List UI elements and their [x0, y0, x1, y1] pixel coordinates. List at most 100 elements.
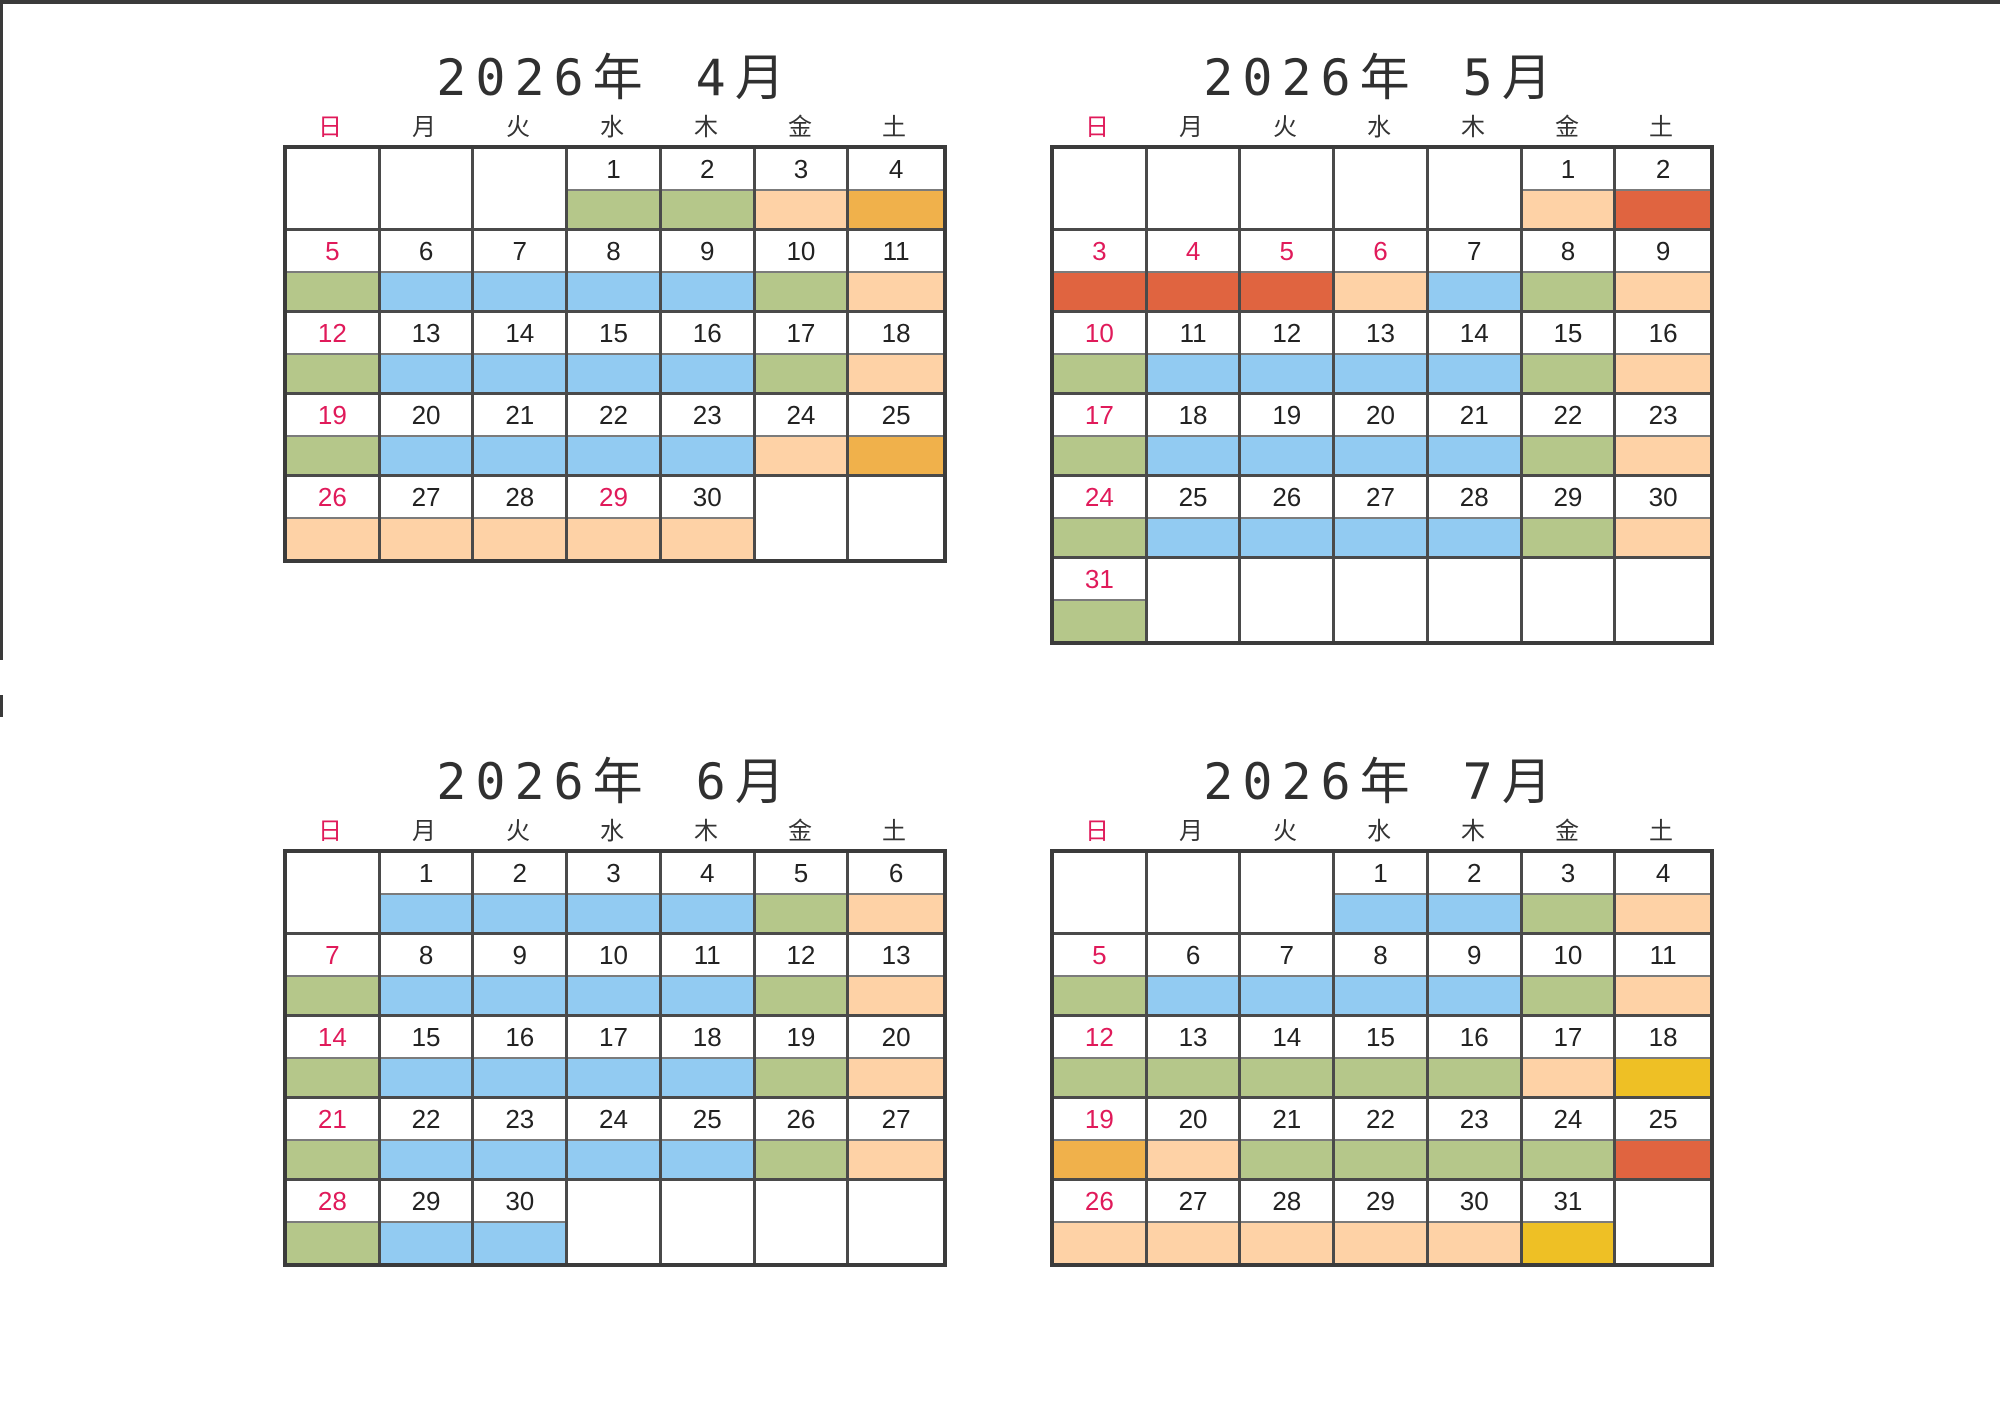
day-color-band: [568, 519, 659, 559]
day-color-band: [1335, 895, 1426, 932]
day-cell: 29: [380, 1181, 475, 1263]
day-number: 20: [380, 395, 472, 437]
day-cell: 12: [755, 935, 850, 1017]
day-number: 16: [661, 313, 753, 355]
day-number: 3: [568, 853, 659, 895]
weekday-header: 日月火水木金土: [283, 815, 943, 847]
day-number: 12: [1054, 1017, 1145, 1059]
day-color-band: [1428, 273, 1520, 310]
day-cell: 20: [380, 395, 475, 477]
day-number: 11: [849, 231, 943, 273]
day-cell: 26: [1054, 1181, 1148, 1263]
day-number: 11: [1147, 313, 1239, 355]
day-color-band: [1054, 1141, 1145, 1178]
day-color-band: [755, 191, 847, 228]
day-number: [287, 149, 378, 189]
day-color-band: [849, 191, 943, 228]
day-color-band: [1335, 437, 1426, 474]
day-number: 18: [1147, 395, 1239, 437]
day-cell: 17: [568, 1017, 662, 1099]
day-cell: 25: [849, 395, 943, 477]
day-color-band: [287, 1059, 378, 1096]
day-color-band: [849, 895, 943, 932]
day-cell: 20: [1147, 1099, 1242, 1181]
day-number: 20: [849, 1017, 943, 1059]
day-color-band: [568, 895, 659, 932]
day-cell: 21: [474, 395, 569, 477]
weekday-label: 火: [1273, 113, 1297, 141]
day-cell: 31: [1522, 1181, 1617, 1263]
day-color-band: [1054, 273, 1145, 310]
day-cell: 14: [474, 313, 569, 395]
day-cell: 11: [849, 231, 943, 313]
day-number: [1241, 853, 1332, 893]
day-number: [1148, 853, 1239, 893]
day-cell: 22: [568, 395, 662, 477]
day-color-band: [1616, 977, 1710, 1014]
day-cell: 13: [849, 935, 943, 1017]
calendar-grid: 1 2 3 4 5 6 7 8 9 10 11 12 13 14 15 16 17 18 19 20 21 22 23 24 2…: [1050, 849, 1714, 1267]
day-color-band: [1616, 273, 1710, 310]
empty-day-cell: [1241, 149, 1336, 231]
day-color-band: [1428, 1059, 1520, 1096]
day-cell: 2: [1616, 149, 1710, 231]
day-cell: 3: [1054, 231, 1148, 313]
day-color-band: [1241, 273, 1333, 310]
day-number: [1241, 149, 1332, 189]
day-number: 26: [1241, 477, 1333, 519]
calendar-grid: 1 2 3 4 5 6 7 8 9 10 11 12 13 14 15 16 17 18 19 20 21 22 23 24 2…: [283, 849, 947, 1267]
day-cell: 14: [287, 1017, 381, 1099]
day-number: 27: [380, 477, 472, 519]
title-year: 2026年: [1203, 753, 1419, 811]
day-cell: 16: [661, 313, 756, 395]
day-number: 1: [1335, 853, 1426, 895]
day-color-band: [1616, 1059, 1710, 1096]
day-number: 8: [380, 935, 472, 977]
day-color-band: [474, 437, 566, 474]
day-number: 27: [1147, 1181, 1239, 1223]
month-title: 2026年 7月: [1050, 752, 1714, 812]
day-number: 14: [474, 313, 566, 355]
day-number: 2: [1428, 853, 1520, 895]
day-color-band: [661, 895, 753, 932]
day-color-band: [1054, 1059, 1145, 1096]
day-color-band: [1522, 1141, 1614, 1178]
weekday-label: 日: [1085, 817, 1109, 845]
day-color-band: [1616, 191, 1710, 228]
day-number: [381, 149, 472, 189]
day-cell: 22: [1335, 1099, 1429, 1181]
calendar-grid: 1 2 3 4 5 6 7 8 9 10 11 12 13 14 15 16 17 18 19 20 21 22 23 24 2…: [1050, 145, 1714, 645]
day-color-band: [1522, 519, 1614, 556]
title-year: 2026年: [436, 49, 652, 107]
day-cell: 14: [1241, 1017, 1336, 1099]
day-color-band: [1147, 519, 1239, 556]
day-cell: 7: [474, 231, 569, 313]
day-color-band: [1616, 437, 1710, 474]
day-color-band: [568, 977, 659, 1014]
day-color-band: [1147, 437, 1239, 474]
day-number: 10: [568, 935, 659, 977]
title-year: 2026年: [436, 753, 652, 811]
month-title: 2026年 6月: [283, 752, 947, 812]
day-color-band: [568, 1059, 659, 1096]
day-number: 9: [661, 231, 753, 273]
day-number: [756, 1181, 847, 1221]
day-color-band: [474, 1059, 566, 1096]
day-number: 26: [287, 477, 378, 519]
weekday-label: 水: [600, 113, 624, 141]
day-cell: 3: [1522, 853, 1617, 935]
day-number: 6: [1335, 231, 1426, 273]
day-number: 30: [661, 477, 753, 519]
day-cell: 18: [1616, 1017, 1710, 1099]
day-color-band: [568, 191, 659, 228]
day-color-band: [474, 1223, 566, 1263]
day-number: 29: [568, 477, 659, 519]
day-color-band: [849, 1141, 943, 1178]
weekday-header: 日月火水木金土: [283, 111, 943, 143]
empty-day-cell: [568, 1181, 662, 1263]
day-number: 4: [1616, 853, 1710, 895]
day-number: 21: [287, 1099, 378, 1141]
day-cell: 20: [849, 1017, 943, 1099]
day-color-band: [1241, 1059, 1333, 1096]
day-number: 31: [1522, 1181, 1614, 1223]
